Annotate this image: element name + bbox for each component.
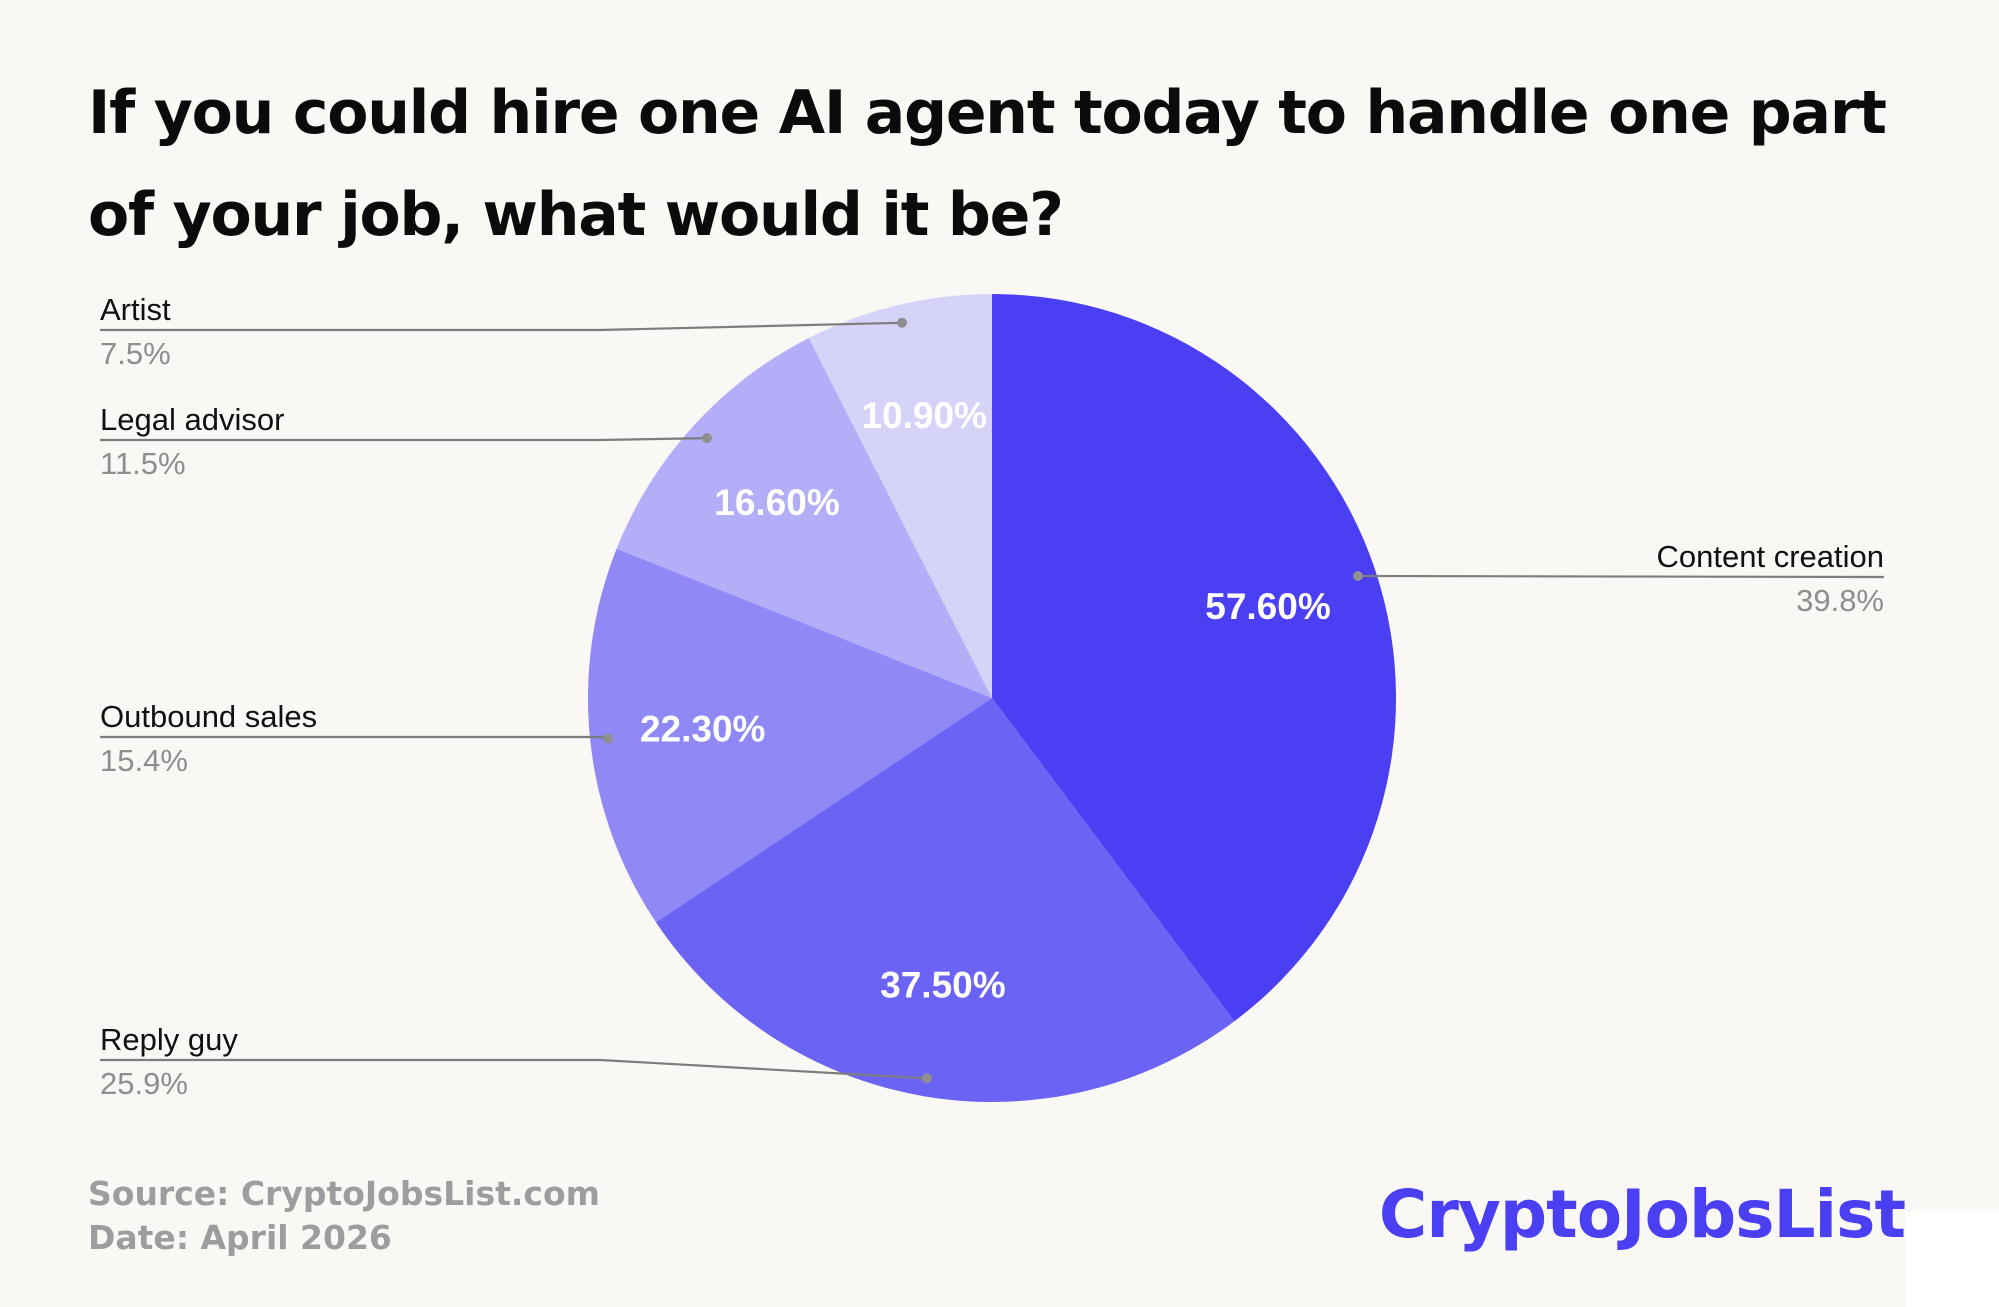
legend-name-reply-guy: Reply guy — [100, 1022, 238, 1057]
legend-name-content-creation: Content creation — [1657, 539, 1884, 574]
slice-legal-advisor — [616, 337, 992, 698]
leader-line-artist — [100, 321, 903, 332]
slice-labels: 57.60% 37.50% 22.30% 16.60% 10.90% — [640, 395, 1331, 1006]
leader-line-content-creation — [1357, 574, 1885, 579]
slice-label-content-creation: 57.60% — [1205, 586, 1331, 627]
leader-dot-outbound-sales — [603, 733, 614, 744]
brand-logo: CryptoJobsList — [1378, 1176, 1906, 1253]
legend-value-legal-advisor: 11.5% — [100, 446, 186, 481]
slice-outbound-sales — [588, 548, 992, 923]
legend-name-outbound-sales: Outbound sales — [100, 699, 317, 734]
leader-dot-legal-advisor — [701, 433, 712, 444]
legend-value-artist: 7.5% — [100, 336, 171, 371]
slice-label-artist: 10.90% — [861, 395, 987, 436]
legend-name-artist: Artist — [100, 292, 171, 327]
leader-line-legal-advisor — [100, 437, 707, 442]
legend-value-reply-guy: 25.9% — [100, 1066, 188, 1101]
legend-value-content-creation: 39.8% — [1796, 583, 1884, 618]
slice-label-legal-advisor: 16.60% — [714, 482, 840, 523]
slice-content-creation — [992, 294, 1396, 1022]
date-text: Date: April 2026 — [88, 1218, 392, 1257]
slice-label-reply-guy: 37.50% — [880, 965, 1006, 1006]
source-text: Source: CryptoJobsList.com — [88, 1174, 601, 1213]
leader-lines — [100, 317, 1885, 1084]
slice-label-outbound-sales: 22.30% — [640, 709, 766, 750]
leader-line-outbound-sales — [100, 735, 609, 740]
leader-dot-content-creation — [1353, 571, 1363, 581]
legend-value-outbound-sales: 15.4% — [100, 743, 188, 778]
legend-labels: Content creation 39.8% Reply guy 25.9% Outbo… — [100, 292, 1884, 1101]
leader-line-reply-guy — [100, 1058, 927, 1080]
legend-name-legal-advisor: Legal advisor — [100, 402, 284, 437]
pie-slices — [588, 294, 1396, 1103]
chart-title: If you could hire one AI agent today to … — [88, 78, 1887, 250]
slice-artist — [808, 294, 992, 698]
corner-patch — [1905, 1212, 1999, 1307]
slice-reply-guy — [655, 698, 1235, 1103]
leader-dot-artist — [897, 317, 907, 328]
leader-dot-reply-guy — [921, 1073, 932, 1084]
